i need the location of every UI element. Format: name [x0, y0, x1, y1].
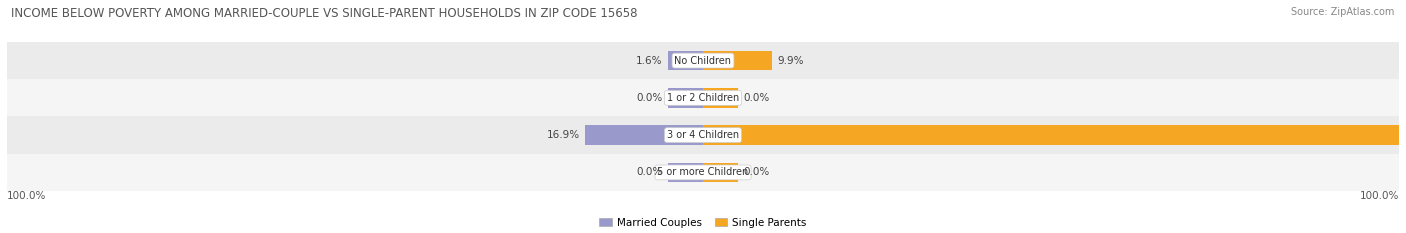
Text: 1 or 2 Children: 1 or 2 Children [666, 93, 740, 103]
Bar [668, 88, 703, 108]
Text: 3 or 4 Children: 3 or 4 Children [666, 130, 740, 140]
Bar [703, 51, 772, 70]
Text: 100.0%: 100.0% [1360, 191, 1399, 201]
Bar [668, 51, 703, 70]
Text: 0.0%: 0.0% [744, 93, 769, 103]
Bar [703, 125, 1399, 145]
Bar [7, 42, 1399, 79]
Text: 0.0%: 0.0% [637, 93, 662, 103]
Text: No Children: No Children [675, 56, 731, 65]
Text: 100.0%: 100.0% [7, 191, 46, 201]
Text: 100.0%: 100.0% [1405, 130, 1406, 140]
Bar [668, 163, 703, 182]
Text: 9.9%: 9.9% [778, 56, 804, 65]
Bar [585, 125, 703, 145]
Text: 1.6%: 1.6% [636, 56, 662, 65]
Bar [7, 154, 1399, 191]
Text: Source: ZipAtlas.com: Source: ZipAtlas.com [1291, 7, 1395, 17]
Bar [703, 88, 738, 108]
Text: 16.9%: 16.9% [547, 130, 579, 140]
Bar [7, 116, 1399, 154]
Bar [7, 79, 1399, 116]
Text: 0.0%: 0.0% [744, 168, 769, 177]
Text: 5 or more Children: 5 or more Children [658, 168, 748, 177]
Text: INCOME BELOW POVERTY AMONG MARRIED-COUPLE VS SINGLE-PARENT HOUSEHOLDS IN ZIP COD: INCOME BELOW POVERTY AMONG MARRIED-COUPL… [11, 7, 638, 20]
Bar [703, 163, 738, 182]
Text: 0.0%: 0.0% [637, 168, 662, 177]
Legend: Married Couples, Single Parents: Married Couples, Single Parents [599, 218, 807, 228]
